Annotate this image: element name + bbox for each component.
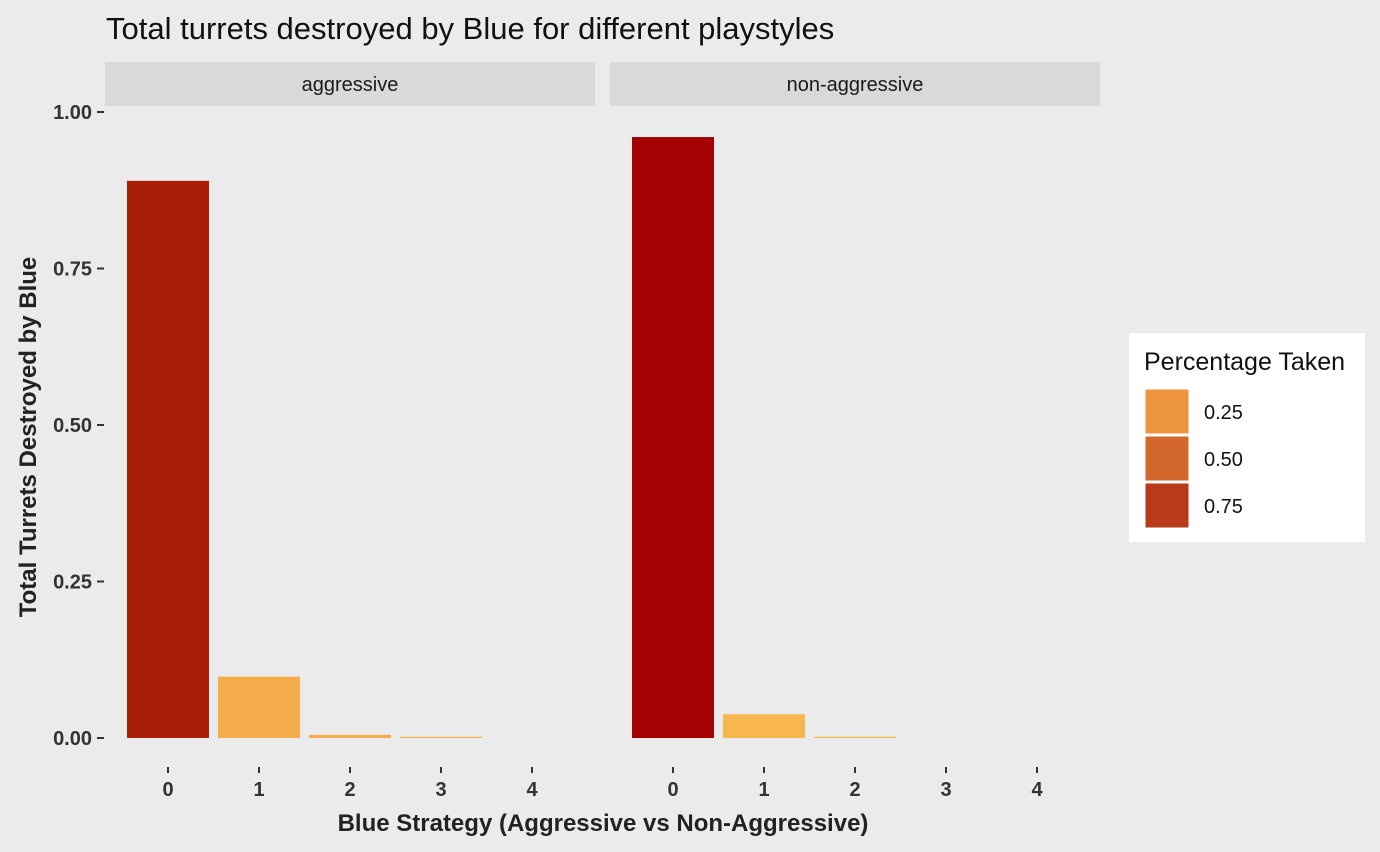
bar bbox=[632, 137, 714, 739]
facet-panel-1: non-aggressive 0 1 2 3 4 bbox=[610, 62, 1100, 801]
x-tick-label: 0 bbox=[162, 779, 173, 801]
bar bbox=[127, 180, 209, 739]
x-tick-label: 0 bbox=[667, 779, 678, 801]
x-axis-title: Blue Strategy (Aggressive vs Non-Aggress… bbox=[338, 810, 869, 837]
x-tick-label: 3 bbox=[940, 779, 951, 801]
legend: Percentage Taken 0.25 0.50 0.75 bbox=[1129, 333, 1365, 542]
y-axis-title: Total Turrets Destroyed by Blue bbox=[15, 257, 42, 618]
facet-strip-label: non-aggressive bbox=[787, 74, 924, 96]
bar bbox=[218, 676, 300, 738]
bar bbox=[400, 736, 482, 738]
y-tick-label: 0.50 bbox=[53, 415, 92, 437]
facet-strip-label: aggressive bbox=[302, 74, 399, 96]
y-axis: 0.00 0.25 0.50 0.75 1.00 bbox=[53, 102, 104, 750]
y-tick-label: 0.75 bbox=[53, 259, 92, 281]
y-tick-label: 0.25 bbox=[53, 572, 92, 594]
x-tick-label: 1 bbox=[253, 779, 264, 801]
legend-label: 0.25 bbox=[1204, 402, 1243, 424]
legend-items: 0.25 0.50 0.75 bbox=[1144, 388, 1243, 529]
x-tick-label: 3 bbox=[435, 779, 446, 801]
y-tick-label: 0.00 bbox=[53, 728, 92, 750]
facet-panel-0: aggressive 0 1 2 3 4 bbox=[105, 62, 595, 801]
chart-title: Total turrets destroyed by Blue for diff… bbox=[106, 11, 834, 46]
legend-title: Percentage Taken bbox=[1144, 348, 1345, 376]
legend-label: 0.50 bbox=[1204, 449, 1243, 471]
facet-strip bbox=[610, 62, 1100, 106]
facet-strip bbox=[105, 62, 595, 106]
y-tick-label: 1.00 bbox=[53, 102, 92, 124]
legend-swatch bbox=[1144, 388, 1190, 435]
bar bbox=[814, 736, 896, 738]
x-tick-label: 4 bbox=[526, 779, 538, 801]
legend-swatch bbox=[1144, 435, 1190, 482]
x-tick-label: 2 bbox=[849, 779, 860, 801]
x-tick-label: 1 bbox=[758, 779, 769, 801]
legend-swatch bbox=[1144, 482, 1190, 529]
panels: aggressive 0 1 2 3 4 non-aggressive 0 1 2 3 4 bbox=[105, 62, 1100, 801]
legend-label: 0.75 bbox=[1204, 496, 1243, 518]
x-tick-label: 4 bbox=[1031, 779, 1043, 801]
bar bbox=[309, 734, 391, 738]
x-tick-label: 2 bbox=[344, 779, 355, 801]
bar bbox=[723, 714, 805, 738]
